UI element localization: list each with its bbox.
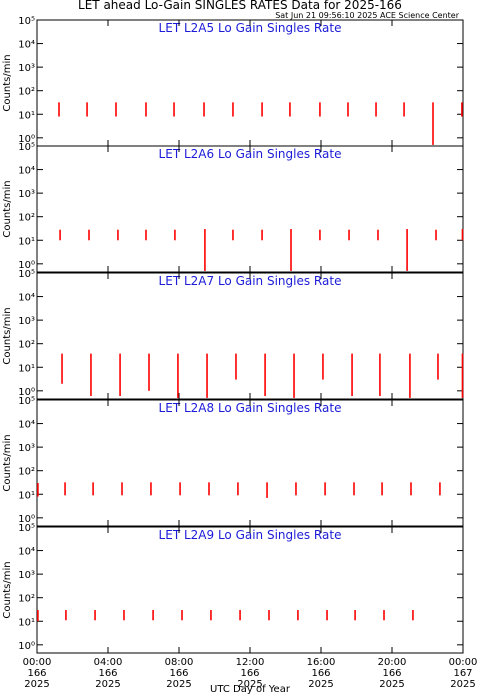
y-axis-label: Counts/min (2, 307, 13, 364)
x-tick-label: 16:00 166 2025 (307, 657, 336, 690)
y-tick-label: 10¹ (18, 236, 35, 247)
y-tick-label: 10¹ (18, 363, 35, 374)
y-tick-label: 10⁰ (18, 134, 35, 145)
y-tick-label: 10⁰ (18, 260, 35, 271)
y-tick-label: 10⁵ (18, 142, 35, 153)
y-axis-label: Counts/min (2, 561, 13, 618)
y-tick-label: 10¹ (18, 110, 35, 121)
y-tick-label: 10⁴ (18, 547, 35, 558)
y-tick-label: 10² (18, 213, 35, 224)
y-tick-label: 10² (18, 340, 35, 351)
y-tick-label: 10³ (18, 316, 35, 327)
y-tick-label: 10² (18, 87, 35, 98)
y-tick-label: 10¹ (18, 490, 35, 501)
x-tick-label: 20:00 166 2025 (378, 657, 407, 690)
x-tick-label: 00:00 167 2025 (449, 657, 478, 690)
plot-frame (36, 399, 464, 527)
panel-title: LET L2A9 Lo Gain Singles Rate (159, 528, 342, 542)
y-tick-label: 10⁵ (18, 16, 35, 27)
y-axis-label: Counts/min (2, 54, 13, 111)
y-tick-label: 10⁴ (18, 166, 35, 177)
y-tick-label: 10³ (18, 570, 35, 581)
y-tick-label: 10⁰ (18, 641, 35, 652)
plot-frame (36, 19, 464, 147)
page-title: LET ahead Lo-Gain SINGLES RATES Data for… (78, 0, 402, 12)
timestamp: Sat Jun 21 09:56:10 2025 ACE Science Cen… (275, 11, 460, 20)
panel-title: LET L2A5 Lo Gain Singles Rate (159, 21, 342, 35)
panel-title: LET L2A6 Lo Gain Singles Rate (159, 147, 342, 161)
x-tick-label: 04:00 166 2025 (94, 657, 123, 690)
y-tick-label: 10⁰ (18, 514, 35, 525)
plot-frame (36, 145, 464, 273)
plot-frame (36, 272, 464, 400)
y-tick-label: 10⁴ (18, 293, 35, 304)
x-tick-label: 00:00 166 2025 (23, 657, 52, 690)
x-axis-label: UTC Day of Year (210, 684, 291, 695)
y-tick-label: 10⁴ (18, 420, 35, 431)
panel-title: LET L2A7 Lo Gain Singles Rate (159, 274, 342, 288)
y-tick-label: 10³ (18, 443, 35, 454)
x-tick-label: 08:00 166 2025 (165, 657, 194, 690)
y-tick-label: 10² (18, 594, 35, 605)
y-axis-label: Counts/min (2, 180, 13, 237)
panel-title: LET L2A8 Lo Gain Singles Rate (159, 401, 342, 415)
y-tick-label: 10⁵ (18, 523, 35, 534)
y-tick-label: 10³ (18, 189, 35, 200)
y-tick-label: 10⁰ (18, 387, 35, 398)
plot-frame (36, 526, 464, 654)
y-tick-label: 10³ (18, 63, 35, 74)
y-axis-label: Counts/min (2, 434, 13, 491)
y-tick-label: 10⁵ (18, 269, 35, 280)
y-tick-label: 10¹ (18, 617, 35, 628)
y-tick-label: 10⁴ (18, 40, 35, 51)
y-tick-label: 10² (18, 467, 35, 478)
y-tick-label: 10⁵ (18, 396, 35, 407)
x-tick-label: 12:00 166 2025 (236, 657, 265, 690)
